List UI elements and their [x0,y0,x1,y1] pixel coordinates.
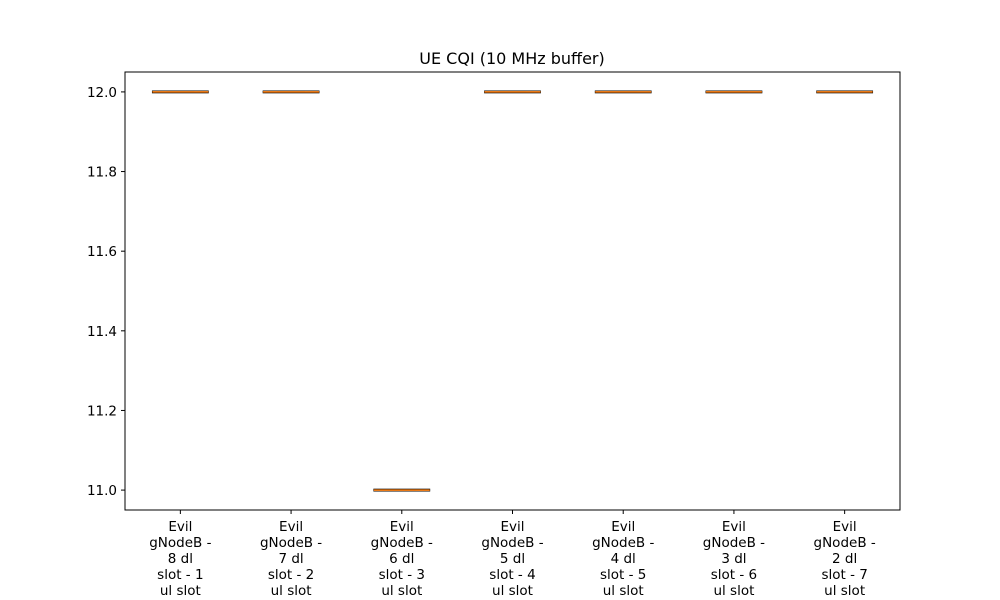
x-tick-label-line: ul slot [824,583,865,599]
x-tick-label-line: Evil [833,519,857,535]
x-tick-label-line: Evil [611,519,635,535]
x-tick-label-line: gNodeB - [371,535,433,551]
y-tick-label: 11.8 [87,165,117,181]
x-tick-label: Evil gNodeB -6 dl slot - 3 ul slot [371,519,433,599]
x-tick-label-line: slot - 7 [821,567,867,583]
x-tick-label-line: slot - 2 [268,567,314,583]
x-tick-label-line: gNodeB - [260,535,322,551]
x-tick-label-line: ul slot [603,583,644,599]
x-tick-label-line: ul slot [492,583,533,599]
x-tick-label-line: 8 dl [168,551,193,567]
x-tick-label-line: ul slot [381,583,422,599]
x-tick-label-line: slot - 6 [711,567,757,583]
x-tick-label-line: Evil [722,519,746,535]
x-tick-label: Evil gNodeB -8 dl slot - 1 ul slot [149,519,211,599]
x-tick-label: Evil gNodeB -2 dl slot - 7 ul slot [814,519,876,599]
x-tick-label: Evil gNodeB -4 dl slot - 5 ul slot [592,519,654,599]
x-tick-label-line: gNodeB - [814,535,876,551]
x-tick-label-line: slot - 3 [379,567,425,583]
y-tick-label: 11.2 [87,403,117,419]
y-tick-label: 11.6 [87,244,117,260]
x-tick-label: Evil gNodeB -3 dl slot - 6 ul slot [703,519,765,599]
x-tick-label: Evil gNodeB -7 dl slot - 2 ul slot [260,519,322,599]
x-tick-label-line: Evil [168,519,192,535]
x-tick-label-line: slot - 4 [489,567,535,583]
x-tick-label-line: slot - 5 [600,567,646,583]
x-tick-label-line: 4 dl [611,551,636,567]
x-tick-label-line: 6 dl [389,551,414,567]
x-tick-label: Evil gNodeB -5 dl slot - 4 ul slot [481,519,543,599]
x-tick-label-line: 7 dl [278,551,303,567]
x-tick-label-line: ul slot [713,583,754,599]
x-tick-label-line: gNodeB - [592,535,654,551]
x-tick-label-line: 2 dl [832,551,857,567]
x-tick-label-line: gNodeB - [481,535,543,551]
x-tick-label-line: gNodeB - [149,535,211,551]
x-tick-label-line: 3 dl [721,551,746,567]
x-tick-label-line: ul slot [160,583,201,599]
x-tick-label-line: 5 dl [500,551,525,567]
chart-title: UE CQI (10 MHz buffer) [419,49,604,68]
y-tick-label: 11.0 [87,483,117,499]
x-tick-label-line: gNodeB - [703,535,765,551]
x-tick-label-line: Evil [500,519,524,535]
x-tick-label-line: Evil [390,519,414,535]
y-tick-label: 11.4 [87,324,117,340]
y-tick-label: 12.0 [87,85,117,101]
x-tick-label-line: ul slot [271,583,312,599]
x-tick-label-line: slot - 1 [157,567,203,583]
plot-frame [124,71,901,511]
x-tick-label-line: Evil [279,519,303,535]
